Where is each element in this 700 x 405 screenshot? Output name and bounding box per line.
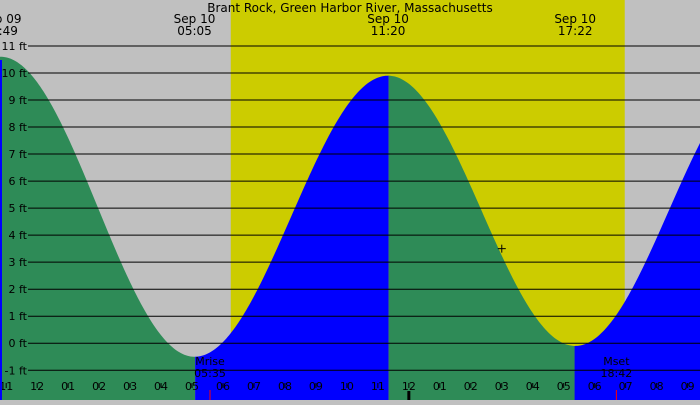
moon-event-time-1: 18:42: [601, 367, 633, 380]
tide-time-label-2: 11:20: [371, 24, 406, 38]
hour-tick-label: 11: [0, 380, 13, 393]
y-tick-label: 10 ft: [2, 67, 28, 80]
y-tick-label: 0 ft: [9, 337, 28, 350]
hour-tick-label: 04: [154, 380, 168, 393]
hour-tick-label: 07: [619, 380, 633, 393]
hour-tick-label: 07: [247, 380, 261, 393]
hour-tick-label: 01: [61, 380, 75, 393]
falling-tide-area-0: [0, 56, 196, 400]
rising-tide-area-3: [574, 143, 700, 401]
y-tick-label: 8 ft: [9, 121, 28, 134]
tide-time-label-3: 17:22: [558, 24, 593, 38]
rising-tide-area-1: [195, 75, 389, 401]
hour-tick-label: 09: [309, 380, 323, 393]
y-tick-label: 11 ft: [2, 40, 28, 53]
hour-tick-label: 11: [371, 380, 385, 393]
hour-tick-label: 05: [557, 380, 571, 393]
hour-tick-label: 01: [433, 380, 447, 393]
hour-tick-label: 05: [185, 380, 199, 393]
y-tick-label: 1 ft: [9, 310, 28, 323]
moon-event-time-0: 05:35: [194, 367, 226, 380]
falling-tide-area-2: [388, 75, 575, 401]
hour-tick-label: 02: [92, 380, 106, 393]
moon-event-label-1: Mset: [603, 355, 630, 368]
y-tick-label: 9 ft: [9, 94, 28, 107]
hour-tick-label: 02: [464, 380, 478, 393]
hour-tick-label: 09: [681, 380, 695, 393]
tide-date-label-1: Sep 10: [174, 12, 216, 26]
tide-date-label-2: Sep 10: [367, 12, 409, 26]
hour-tick-label: 03: [123, 380, 137, 393]
tide-time-label-0: 22:49: [0, 24, 18, 38]
tide-date-label-0: Sep 09: [0, 12, 21, 26]
y-tick-label: 5 ft: [9, 202, 28, 215]
y-tick-label: 7 ft: [9, 148, 28, 161]
hour-tick-label: 08: [278, 380, 292, 393]
tide-time-label-1: 05:05: [177, 24, 212, 38]
hour-tick-label: 10: [340, 380, 354, 393]
hour-tick-label: 04: [526, 380, 540, 393]
tide-date-label-3: Sep 10: [554, 12, 596, 26]
moon-event-label-0: Mrise: [195, 355, 225, 368]
hour-tick-label: 06: [216, 380, 230, 393]
y-tick-label: 4 ft: [9, 229, 28, 242]
hour-tick-label: 06: [588, 380, 602, 393]
hour-tick-label: 12: [402, 380, 416, 393]
y-tick-label: 6 ft: [9, 175, 28, 188]
y-tick-label: 2 ft: [9, 283, 28, 296]
hour-tick-label: 12: [30, 380, 44, 393]
hour-tick-label: 08: [650, 380, 664, 393]
y-tick-label: -1 ft: [5, 364, 28, 377]
chart-title: Brant Rock, Green Harbor River, Massachu…: [207, 1, 493, 15]
y-tick-label: 3 ft: [9, 256, 28, 269]
current-time-marker: [407, 391, 411, 400]
hour-tick-label: 03: [495, 380, 509, 393]
